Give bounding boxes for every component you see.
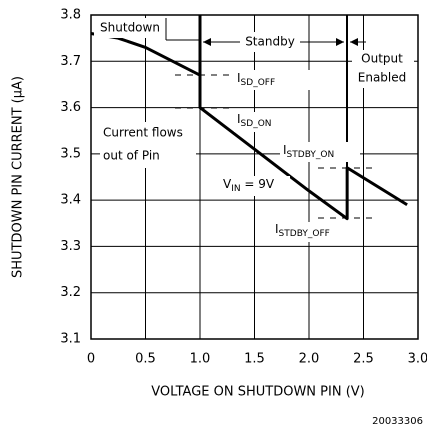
annotation: ISTDBY_ON bbox=[283, 143, 334, 160]
label-bg bbox=[352, 50, 414, 88]
footnote: 20033306 bbox=[372, 416, 423, 427]
y-tick-label: 3.5 bbox=[60, 146, 81, 161]
y-tick-label: 3.7 bbox=[60, 54, 81, 69]
label-bg bbox=[234, 70, 314, 90]
annotation-main: V bbox=[223, 177, 232, 191]
label-bg bbox=[100, 122, 196, 168]
y-tick-label: 3.8 bbox=[60, 8, 81, 23]
x-tick-label: 2.5 bbox=[353, 352, 374, 367]
annotation: ISTDBY_OFF bbox=[275, 222, 330, 239]
region-label: Shutdown bbox=[100, 21, 160, 35]
label-bg bbox=[280, 142, 360, 162]
label-bg bbox=[272, 222, 358, 242]
annotation: ISD_OFF bbox=[237, 71, 275, 88]
x-tick-label: 3.0 bbox=[408, 352, 427, 367]
region-label: Output bbox=[361, 52, 403, 66]
annotation: ISD_ON bbox=[237, 112, 272, 129]
region-label: Standby bbox=[245, 35, 295, 49]
annotation-sub: STDBY_OFF bbox=[279, 229, 330, 239]
plot-frame bbox=[90, 14, 419, 340]
annotation-sub: STDBY_ON bbox=[287, 150, 335, 160]
label-bg bbox=[240, 32, 300, 52]
annotation-main: I bbox=[237, 112, 241, 126]
annotation-main: I bbox=[283, 143, 287, 157]
x-tick-label: 2.0 bbox=[299, 352, 320, 367]
annotation-sub: SD_ON bbox=[241, 119, 272, 129]
annotation-main: I bbox=[237, 71, 241, 85]
annotation: VIN = 9V bbox=[223, 177, 275, 194]
y-tick-label: 3.3 bbox=[60, 239, 81, 254]
x-tick-label: 0 bbox=[87, 352, 95, 367]
x-tick-label: 1.5 bbox=[244, 352, 265, 367]
y-tick-label: 3.2 bbox=[60, 285, 81, 300]
y-tick-label: 3.6 bbox=[60, 100, 81, 115]
y-tick-label: 3.4 bbox=[60, 193, 81, 208]
annotation-rest: = 9V bbox=[241, 177, 275, 191]
x-tick-label: 0.5 bbox=[135, 352, 156, 367]
x-tick-label: 1.0 bbox=[190, 352, 211, 367]
annotation-main: I bbox=[275, 222, 279, 236]
annotation-sub: SD_OFF bbox=[241, 78, 276, 88]
region-label: Enabled bbox=[358, 71, 407, 85]
label-bg bbox=[220, 176, 290, 196]
label-bg bbox=[94, 18, 166, 38]
y-tick-label: 3.1 bbox=[60, 332, 81, 347]
annotation-sub: IN bbox=[231, 184, 240, 194]
label-bg bbox=[234, 112, 304, 132]
note: out of Pin bbox=[103, 149, 160, 163]
y-axis-label: SHUTDOWN PIN CURRENT (μA) bbox=[11, 76, 26, 278]
x-axis-label: VOLTAGE ON SHUTDOWN PIN (V) bbox=[151, 385, 364, 400]
dashed-guides bbox=[175, 74, 378, 219]
plot-area: 3.1 3.2 3.3 3.4 3.5 3.6 3.7 3.8 0 0.5 1.0 1.5 2.0 2.5… bbox=[60, 8, 427, 367]
note: Current flows bbox=[103, 126, 183, 140]
